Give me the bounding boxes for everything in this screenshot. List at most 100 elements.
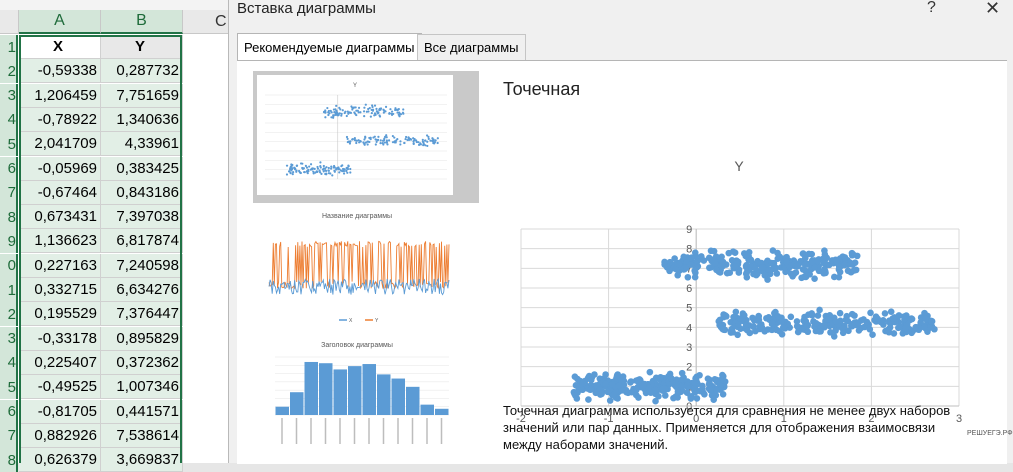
- row-number[interactable]: 4: [0, 350, 18, 375]
- cell-x[interactable]: -0,78922: [19, 107, 101, 132]
- row-number[interactable]: 8: [0, 205, 18, 230]
- data-point: [301, 166, 304, 170]
- thumbnail-line[interactable]: Название диаграммы X Y: [253, 207, 479, 327]
- data-point: [866, 326, 874, 333]
- cell-x[interactable]: 0,332715: [19, 278, 101, 302]
- thumbnail-histogram[interactable]: Заголовок диаграммы: [253, 337, 479, 464]
- row-number[interactable]: 5: [0, 132, 18, 157]
- cell-x[interactable]: -0,81705: [19, 399, 101, 424]
- header-cell-x[interactable]: X: [19, 35, 101, 59]
- data-point: [366, 140, 369, 143]
- row-number[interactable]: 7: [0, 423, 18, 448]
- cell-y[interactable]: 0,383425: [101, 156, 183, 181]
- cell-x[interactable]: 1,136623: [19, 229, 101, 254]
- cell-y[interactable]: 0,441571: [101, 399, 183, 424]
- row-number[interactable]: 9: [0, 229, 18, 254]
- row-number[interactable]: 3: [0, 83, 18, 108]
- cell-y[interactable]: 7,376447: [101, 302, 183, 327]
- cell-y[interactable]: 6,634276: [101, 278, 183, 302]
- cell-x[interactable]: 1,206459: [19, 83, 101, 108]
- cell-x[interactable]: 2,041709: [19, 132, 101, 157]
- data-point: [349, 111, 353, 114]
- data-point: [293, 166, 296, 169]
- data-point: [314, 171, 317, 174]
- cell-y[interactable]: 0,372362: [101, 350, 183, 375]
- cell-y[interactable]: 3,669837: [101, 448, 183, 472]
- cell-y[interactable]: 0,895829: [101, 326, 183, 351]
- cell-x[interactable]: 0,626379: [19, 448, 101, 472]
- data-point: [615, 382, 623, 389]
- data-point: [346, 171, 349, 174]
- row-number[interactable]: 6: [0, 399, 18, 424]
- cell-x[interactable]: -0,05969: [19, 156, 101, 181]
- cell-x[interactable]: 0,673431: [19, 205, 101, 230]
- row-number[interactable]: 3: [0, 326, 18, 351]
- cell-y[interactable]: 7,397038: [101, 205, 183, 230]
- data-point: [326, 106, 329, 110]
- data-point: [732, 263, 739, 270]
- data-point: [318, 171, 322, 174]
- close-button[interactable]: ✕: [985, 0, 1001, 18]
- row-number[interactable]: 1: [0, 278, 18, 302]
- row-number[interactable]: 2: [0, 59, 18, 84]
- cell-y[interactable]: 1,007346: [101, 375, 183, 400]
- cell-y[interactable]: 0,287732: [101, 59, 183, 84]
- data-point: [688, 261, 695, 268]
- data-point: [666, 258, 674, 266]
- row-number[interactable]: 4: [0, 107, 18, 132]
- row-number[interactable]: 8: [0, 448, 18, 472]
- help-button[interactable]: ?: [927, 0, 936, 16]
- data-point: [290, 165, 293, 168]
- tab-recommended-charts[interactable]: Рекомендуемые диаграммы: [237, 33, 422, 61]
- data-point: [383, 141, 386, 144]
- legend-label: X: [349, 318, 353, 324]
- cell-y[interactable]: 1,340636: [101, 107, 183, 132]
- cell-y[interactable]: 7,538614: [101, 423, 183, 448]
- data-point: [401, 111, 405, 114]
- data-point: [587, 386, 594, 393]
- data-point: [808, 310, 816, 317]
- data-point: [881, 310, 889, 317]
- data-point: [427, 137, 430, 140]
- column-header-a[interactable]: A: [19, 10, 101, 34]
- cell-x[interactable]: -0,33178: [19, 326, 101, 351]
- cell-x[interactable]: -0,59338: [19, 59, 101, 84]
- row-number[interactable]: 5: [0, 375, 18, 400]
- cell-y[interactable]: 4,33961: [101, 132, 183, 157]
- row-number[interactable]: 2: [0, 302, 18, 327]
- select-all-corner[interactable]: [0, 10, 19, 34]
- thumbnail-scatter[interactable]: Y: [253, 71, 479, 203]
- data-point: [928, 318, 935, 325]
- row-number[interactable]: 1: [0, 35, 18, 59]
- data-point: [337, 113, 340, 116]
- cell-y[interactable]: 6,817874: [101, 229, 183, 254]
- data-point: [704, 375, 712, 383]
- cell-y[interactable]: 7,240598: [101, 253, 183, 278]
- cell-x[interactable]: 0,882926: [19, 423, 101, 448]
- data-point: [867, 309, 874, 317]
- cell-x[interactable]: -0,67464: [19, 180, 101, 205]
- cell-y[interactable]: 0,843186: [101, 180, 183, 205]
- column-header-b[interactable]: B: [101, 10, 183, 34]
- data-point: [357, 139, 360, 142]
- bin-label: [353, 418, 356, 444]
- header-cell-y[interactable]: Y: [101, 35, 183, 59]
- column-c-cells[interactable]: [183, 34, 228, 463]
- data-point: [319, 161, 322, 164]
- cell-x[interactable]: -0,49525: [19, 375, 101, 400]
- data-point: [384, 110, 387, 113]
- thumbnail-title: Y: [353, 83, 357, 89]
- bin-label: [440, 418, 443, 444]
- data-point: [723, 269, 731, 277]
- cell-x[interactable]: 0,227163: [19, 253, 101, 278]
- tab-all-charts[interactable]: Все диаграммы: [417, 34, 526, 60]
- x-tick-label: -1: [604, 413, 614, 425]
- histogram-bar: [275, 406, 289, 415]
- row-number[interactable]: 0: [0, 253, 18, 278]
- cell-x[interactable]: 0,225407: [19, 350, 101, 375]
- bin-label: [295, 418, 298, 444]
- cell-y[interactable]: 7,751659: [101, 83, 183, 108]
- cell-x[interactable]: 0,195529: [19, 302, 101, 327]
- row-number[interactable]: 6: [0, 156, 18, 181]
- row-number[interactable]: 7: [0, 180, 18, 205]
